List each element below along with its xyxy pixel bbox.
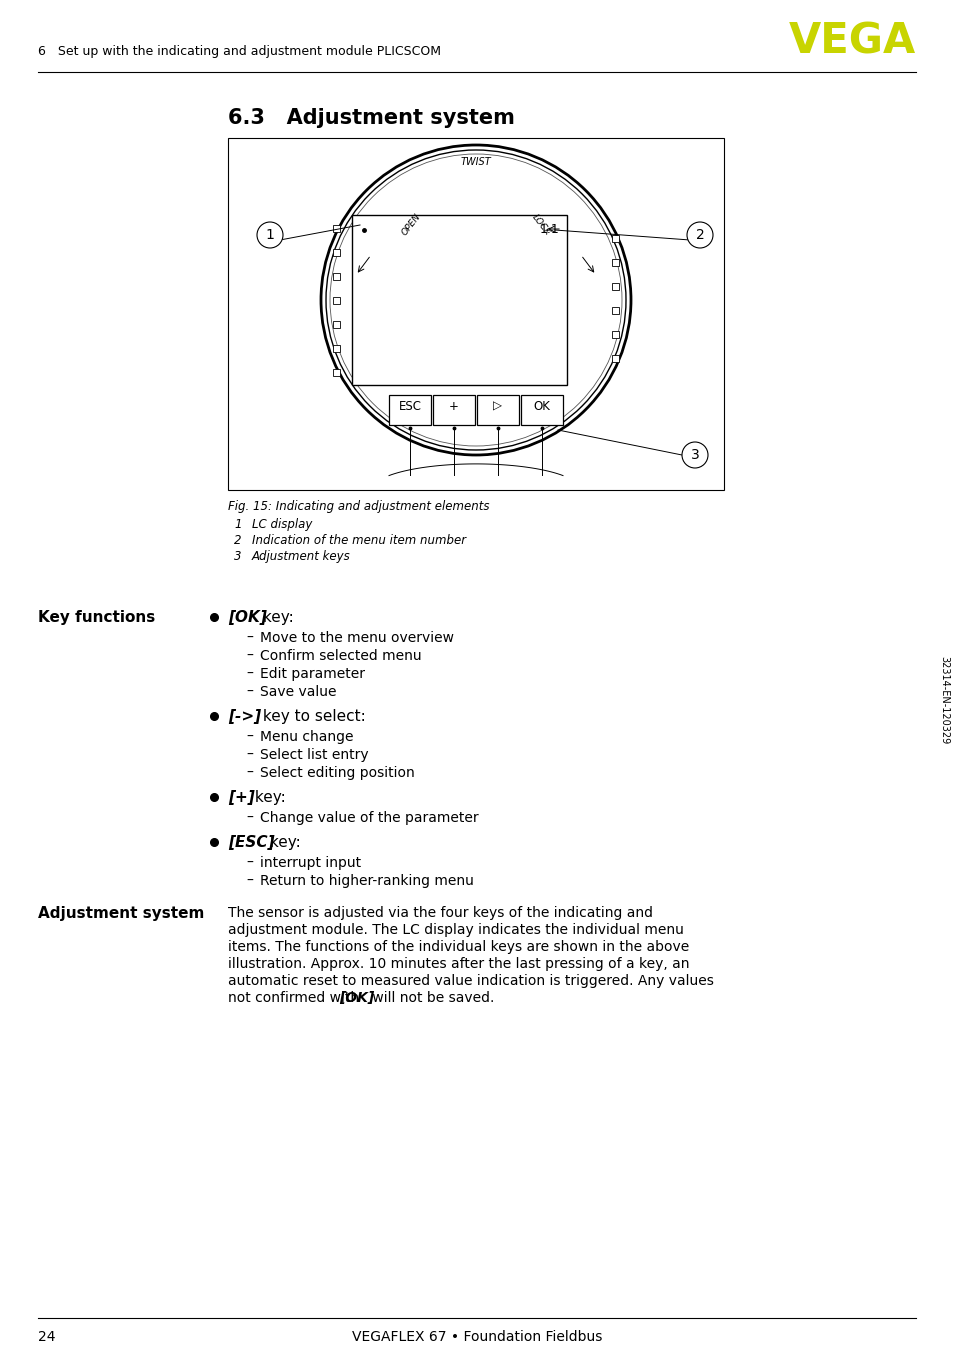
Bar: [612, 259, 618, 265]
Text: [+]: [+]: [228, 789, 254, 806]
Text: 2: 2: [695, 227, 703, 242]
Bar: [612, 355, 618, 362]
Circle shape: [681, 441, 707, 468]
Text: OPEN: OPEN: [399, 213, 422, 237]
Text: key to select:: key to select:: [257, 709, 365, 724]
Text: –: –: [246, 631, 253, 645]
Ellipse shape: [326, 150, 625, 450]
Bar: [520, 395, 562, 425]
Text: OK: OK: [533, 399, 550, 413]
Text: Select editing position: Select editing position: [260, 766, 415, 780]
Text: Adjustment system: Adjustment system: [38, 906, 204, 921]
Text: items. The functions of the individual keys are shown in the above: items. The functions of the individual k…: [228, 940, 688, 955]
Text: Indication of the menu item number: Indication of the menu item number: [252, 533, 466, 547]
Text: Adjustment keys: Adjustment keys: [252, 550, 351, 563]
Text: TWIST: TWIST: [460, 157, 491, 167]
Text: Menu change: Menu change: [260, 730, 354, 743]
Text: 24: 24: [38, 1330, 55, 1345]
Text: Confirm selected menu: Confirm selected menu: [260, 649, 421, 663]
Bar: [612, 330, 618, 338]
Text: 3: 3: [690, 448, 699, 462]
Text: LOCK: LOCK: [530, 213, 552, 237]
Text: ESC: ESC: [398, 399, 421, 413]
Bar: [333, 225, 339, 232]
Text: The sensor is adjusted via the four keys of the indicating and: The sensor is adjusted via the four keys…: [228, 906, 652, 919]
Bar: [333, 249, 339, 256]
Bar: [333, 297, 339, 305]
Bar: [433, 395, 475, 425]
Text: VEGAFLEX 67 • Foundation Fieldbus: VEGAFLEX 67 • Foundation Fieldbus: [352, 1330, 601, 1345]
Text: –: –: [246, 747, 253, 762]
Text: –: –: [246, 685, 253, 699]
Text: 6   Set up with the indicating and adjustment module PLICSCOM: 6 Set up with the indicating and adjustm…: [38, 45, 440, 58]
Text: 1.1: 1.1: [538, 223, 558, 236]
Text: 3: 3: [233, 550, 241, 563]
Bar: [612, 283, 618, 290]
Text: –: –: [246, 873, 253, 888]
Text: LC display: LC display: [252, 519, 312, 531]
Text: –: –: [246, 649, 253, 663]
Text: –: –: [246, 856, 253, 871]
Bar: [612, 307, 618, 314]
Text: –: –: [246, 730, 253, 743]
Bar: [476, 395, 518, 425]
Text: –: –: [246, 766, 253, 780]
Text: Key functions: Key functions: [38, 611, 155, 626]
Text: adjustment module. The LC display indicates the individual menu: adjustment module. The LC display indica…: [228, 923, 683, 937]
Text: key:: key:: [265, 835, 301, 850]
Text: –: –: [246, 811, 253, 825]
Ellipse shape: [330, 154, 621, 445]
Text: not confirmed with: not confirmed with: [228, 991, 363, 1005]
Text: Edit parameter: Edit parameter: [260, 668, 365, 681]
Text: VEGA: VEGA: [788, 20, 915, 62]
Bar: [352, 215, 566, 385]
Bar: [333, 345, 339, 352]
Bar: [389, 395, 431, 425]
Text: automatic reset to measured value indication is triggered. Any values: automatic reset to measured value indica…: [228, 974, 713, 988]
Text: [OK]: [OK]: [339, 991, 374, 1005]
Circle shape: [686, 222, 712, 248]
Text: 2: 2: [233, 533, 241, 547]
Text: +: +: [449, 399, 458, 413]
Bar: [612, 236, 618, 242]
Bar: [333, 321, 339, 328]
Text: ▷: ▷: [493, 399, 502, 413]
Text: 1: 1: [233, 519, 241, 531]
Text: Fig. 15: Indicating and adjustment elements: Fig. 15: Indicating and adjustment eleme…: [228, 500, 489, 513]
Bar: [228, 138, 723, 490]
Bar: [333, 274, 339, 280]
Text: will not be saved.: will not be saved.: [368, 991, 494, 1005]
Text: Return to higher-ranking menu: Return to higher-ranking menu: [260, 873, 474, 888]
Text: [OK]: [OK]: [228, 611, 267, 626]
Text: [ESC]: [ESC]: [228, 835, 274, 850]
Text: 1: 1: [265, 227, 274, 242]
Text: key:: key:: [257, 611, 294, 626]
Text: key:: key:: [251, 789, 286, 806]
Text: [->]: [->]: [228, 709, 261, 724]
Text: Move to the menu overview: Move to the menu overview: [260, 631, 454, 645]
Text: –: –: [246, 668, 253, 681]
Ellipse shape: [320, 145, 630, 455]
Bar: [333, 370, 339, 376]
Text: Save value: Save value: [260, 685, 336, 699]
Text: 32314-EN-120329: 32314-EN-120329: [938, 655, 948, 745]
Text: illustration. Approx. 10 minutes after the last pressing of a key, an: illustration. Approx. 10 minutes after t…: [228, 957, 689, 971]
Text: Change value of the parameter: Change value of the parameter: [260, 811, 478, 825]
Text: 6.3   Adjustment system: 6.3 Adjustment system: [228, 108, 515, 129]
Text: Select list entry: Select list entry: [260, 747, 368, 762]
Text: interrupt input: interrupt input: [260, 856, 361, 871]
Circle shape: [256, 222, 283, 248]
